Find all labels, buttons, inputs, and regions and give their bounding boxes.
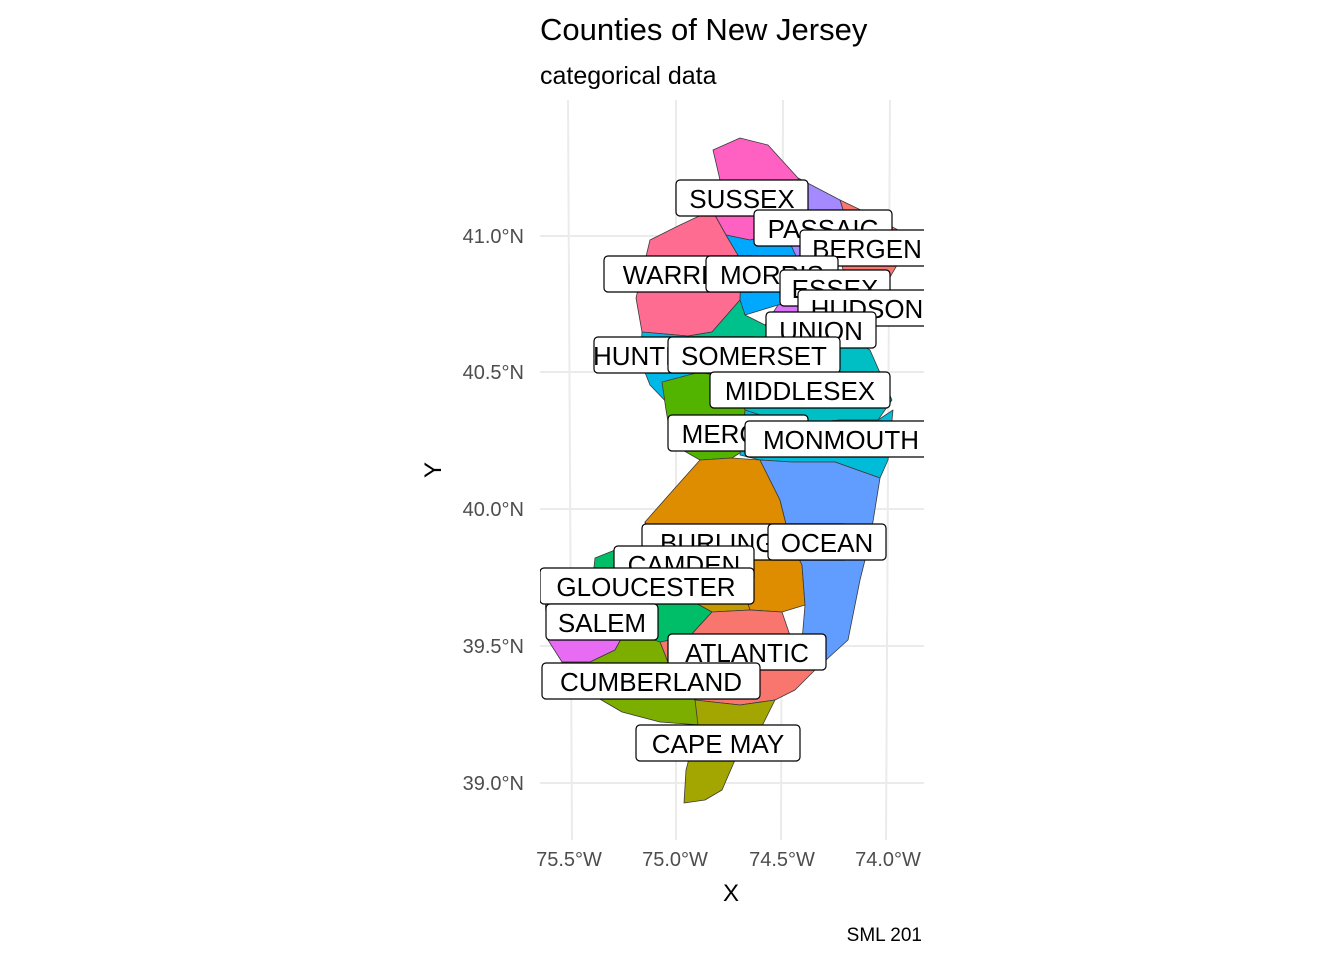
x-tick-label: 74.0°W (855, 849, 921, 871)
label-middlesex-text: MIDDLESEX (725, 376, 875, 406)
label-sussex: SUSSEX (675, 179, 809, 217)
x-tick-label: 75.5°W (536, 849, 602, 871)
y-tick-label: 39.0°N (463, 773, 524, 795)
y-tick-label: 41.0°N (463, 226, 524, 248)
x-axis-title: X (723, 880, 739, 907)
label-salem-text: SALEM (558, 608, 646, 638)
label-ocean: OCEAN (767, 523, 887, 561)
label-sussex-text: SUSSEX (689, 184, 795, 214)
label-cumberland: CUMBERLAND (541, 662, 761, 700)
y-axis: 41.0°N 40.5°N 40.0°N 39.5°N 39.0°N Y (420, 226, 524, 795)
y-tick-label: 40.5°N (463, 362, 524, 384)
plot-title: Counties of New Jersey (540, 12, 868, 47)
label-monmouth: MONMOUTH (744, 420, 924, 458)
label-ocean-text: OCEAN (781, 528, 873, 558)
plot-caption: SML 201 (847, 925, 922, 946)
label-gloucester-text: GLOUCESTER (556, 572, 735, 602)
label-middlesex: MIDDLESEX (709, 371, 891, 409)
label-somerset: SOMERSET (667, 336, 841, 374)
x-tick-label: 74.5°W (749, 849, 815, 871)
y-axis-title: Y (420, 462, 447, 478)
y-tick-label: 39.5°N (463, 636, 524, 658)
x-tick-label: 75.0°W (642, 849, 708, 871)
label-cape-may-text: CAPE MAY (652, 729, 784, 759)
county-labels: SUSSEX PASSAIC BERGEN WARREN MORRIS ESSE… (540, 179, 924, 762)
plot-subtitle: categorical data (540, 62, 717, 90)
label-cumberland-text: CUMBERLAND (560, 667, 742, 697)
label-gloucester: GLOUCESTER (540, 567, 755, 605)
label-monmouth-text: MONMOUTH (763, 425, 919, 455)
x-axis: 75.5°W 75.0°W 74.5°W 74.0°W X (536, 849, 921, 907)
label-somerset-text: SOMERSET (681, 341, 827, 371)
label-cape-may: CAPE MAY (635, 724, 801, 762)
y-tick-label: 40.0°N (463, 499, 524, 521)
label-salem: SALEM (545, 603, 659, 641)
